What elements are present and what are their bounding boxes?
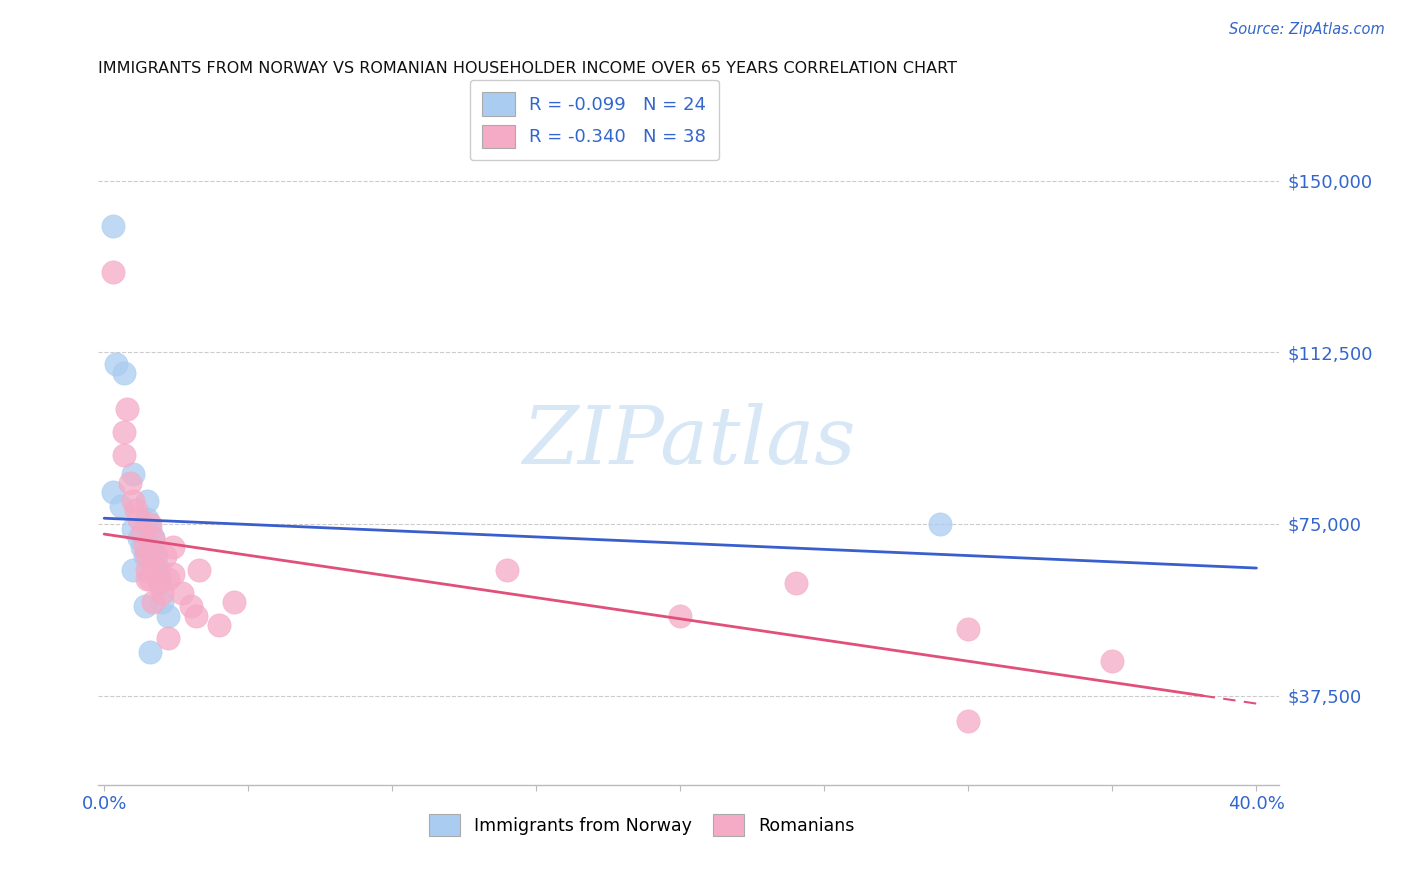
Point xyxy=(134,599,156,614)
Point xyxy=(139,522,162,536)
Point xyxy=(101,265,124,279)
Point xyxy=(128,531,150,545)
Point xyxy=(131,540,153,554)
Point xyxy=(136,494,159,508)
Point xyxy=(785,576,807,591)
Point xyxy=(136,563,159,577)
Point xyxy=(208,617,231,632)
Point xyxy=(148,576,170,591)
Point xyxy=(112,448,135,462)
Point xyxy=(145,563,167,577)
Point xyxy=(115,402,138,417)
Point xyxy=(957,714,980,728)
Point xyxy=(188,563,211,577)
Point xyxy=(122,563,145,577)
Text: IMMIGRANTS FROM NORWAY VS ROMANIAN HOUSEHOLDER INCOME OVER 65 YEARS CORRELATION : IMMIGRANTS FROM NORWAY VS ROMANIAN HOUSE… xyxy=(98,62,957,76)
Text: ZIPatlas: ZIPatlas xyxy=(522,403,856,480)
Point xyxy=(928,516,950,531)
Point xyxy=(101,484,124,499)
Point xyxy=(112,366,135,380)
Point xyxy=(142,531,165,545)
Point xyxy=(150,585,173,599)
Point xyxy=(139,572,162,586)
Point xyxy=(122,494,145,508)
Point xyxy=(156,608,179,623)
Point xyxy=(110,499,132,513)
Point xyxy=(148,572,170,586)
Point xyxy=(142,540,165,554)
Point xyxy=(136,512,159,526)
Point xyxy=(134,549,156,563)
Point xyxy=(131,526,153,541)
Legend: Immigrants from Norway, Romanians: Immigrants from Norway, Romanians xyxy=(420,805,863,845)
Point xyxy=(222,595,245,609)
Point xyxy=(180,599,202,614)
Point xyxy=(170,585,193,599)
Point xyxy=(162,567,184,582)
Point xyxy=(142,549,165,563)
Point xyxy=(145,549,167,563)
Point xyxy=(104,357,127,371)
Point xyxy=(142,595,165,609)
Point xyxy=(669,608,692,623)
Point xyxy=(101,219,124,234)
Point xyxy=(139,645,162,659)
Point xyxy=(142,531,165,545)
Point xyxy=(122,467,145,481)
Point xyxy=(136,549,159,563)
Point xyxy=(122,522,145,536)
Point xyxy=(136,572,159,586)
Point xyxy=(156,632,179,646)
Point xyxy=(153,549,176,563)
Point xyxy=(112,425,135,440)
Point xyxy=(128,512,150,526)
Point xyxy=(125,503,148,517)
Text: Source: ZipAtlas.com: Source: ZipAtlas.com xyxy=(1229,22,1385,37)
Point xyxy=(162,540,184,554)
Point xyxy=(134,540,156,554)
Point xyxy=(156,572,179,586)
Point xyxy=(186,608,208,623)
Point xyxy=(957,622,980,636)
Point xyxy=(120,475,142,490)
Point xyxy=(496,563,519,577)
Point xyxy=(148,563,170,577)
Point xyxy=(139,516,162,531)
Point xyxy=(1101,654,1123,668)
Point xyxy=(150,595,173,609)
